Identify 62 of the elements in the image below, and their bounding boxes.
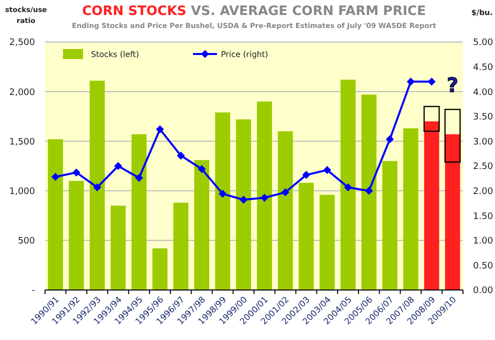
annotation: ? xyxy=(446,73,458,97)
bar xyxy=(298,182,314,290)
point xyxy=(135,174,144,182)
bar xyxy=(403,128,418,290)
legend-label: Price (right) xyxy=(221,50,268,59)
bar xyxy=(445,134,460,290)
point xyxy=(386,135,394,144)
point xyxy=(281,188,290,196)
point xyxy=(114,162,122,170)
bar xyxy=(236,119,252,290)
bar xyxy=(110,206,126,290)
y-tick-label: - xyxy=(32,286,35,296)
bar xyxy=(173,202,188,290)
y-tick-label: 1,000 xyxy=(9,186,36,197)
bar xyxy=(194,160,210,290)
point xyxy=(406,78,415,86)
point xyxy=(260,194,268,202)
bar xyxy=(424,106,440,132)
y2-tick-label: 3.50 xyxy=(473,112,494,123)
bar xyxy=(90,80,105,290)
bar xyxy=(256,102,272,290)
bar xyxy=(320,194,335,290)
y2-tick-label: 2.50 xyxy=(473,162,494,172)
y2-tick-label: 0.00 xyxy=(473,286,494,296)
bar xyxy=(340,80,356,290)
point xyxy=(344,183,352,192)
point xyxy=(302,170,310,179)
y-tick-label: 500 xyxy=(18,236,36,247)
point xyxy=(51,172,60,181)
bar xyxy=(444,108,461,163)
point xyxy=(218,190,227,198)
point xyxy=(428,78,436,86)
y2-tick-label: 0.50 xyxy=(473,261,494,272)
y2-tick-label: 4.50 xyxy=(473,62,494,73)
bar xyxy=(215,112,230,290)
point xyxy=(93,183,102,192)
y-tick-label: 2,500 xyxy=(9,38,36,48)
y-tick-label: 1,500 xyxy=(9,137,36,148)
point xyxy=(240,196,248,204)
bar xyxy=(382,161,398,290)
chart-title: CORN STOCKS VS. AVERAGE CORN FARM PRICE xyxy=(82,4,426,19)
y2-tick-label: 4.00 xyxy=(473,88,494,98)
point xyxy=(364,186,373,195)
point xyxy=(198,164,206,173)
y2-tick-label: 1.00 xyxy=(473,236,494,247)
bar xyxy=(361,94,376,290)
y2-tick-label: 1.50 xyxy=(473,212,494,222)
legend-label: Stocks (left) xyxy=(91,50,140,59)
y2-tick-label: 5.00 xyxy=(473,38,494,48)
bar xyxy=(278,131,293,290)
bar xyxy=(424,121,440,290)
point xyxy=(323,166,332,174)
bar xyxy=(152,248,168,290)
point xyxy=(156,125,164,134)
y2-tick-label: 3.00 xyxy=(473,137,494,148)
y2-tick-label: 2.00 xyxy=(473,186,494,197)
point xyxy=(176,152,185,160)
point xyxy=(72,168,80,176)
y-tick-label: 2,000 xyxy=(9,88,36,98)
bar xyxy=(68,180,84,290)
bar xyxy=(48,139,63,290)
bar xyxy=(132,134,147,290)
